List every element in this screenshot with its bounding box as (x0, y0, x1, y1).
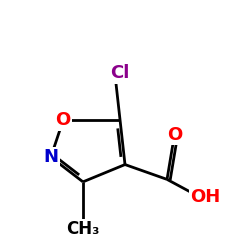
Text: CH₃: CH₃ (66, 220, 100, 238)
Text: O: O (167, 126, 182, 144)
Text: OH: OH (190, 188, 220, 206)
Text: Cl: Cl (110, 64, 130, 82)
Text: O: O (56, 111, 71, 129)
Text: N: N (43, 148, 58, 166)
